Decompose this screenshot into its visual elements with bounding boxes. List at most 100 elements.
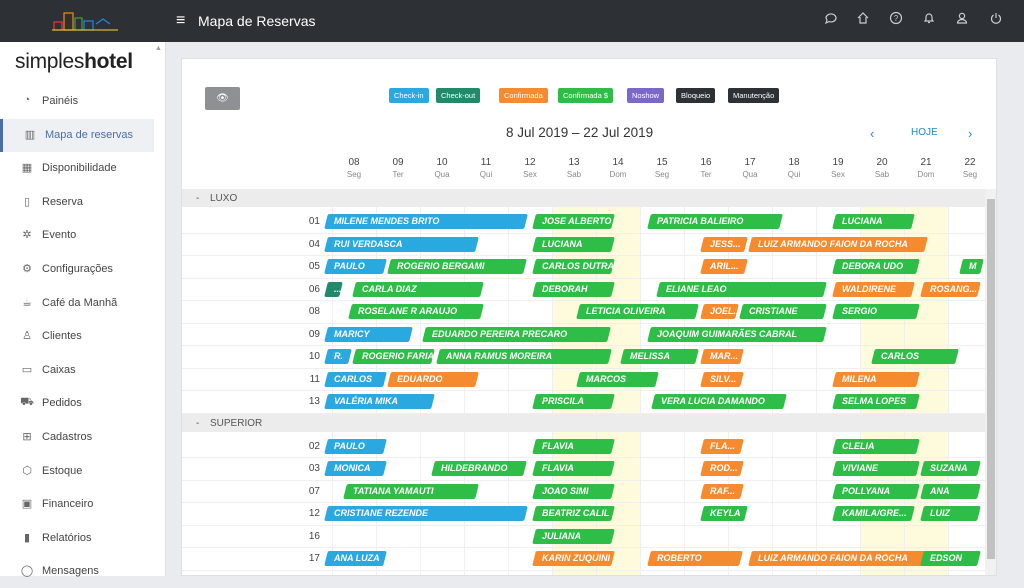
booking-bar[interactable]: ANNA RAMUS MOREIRA: [435, 349, 612, 364]
booking-bar[interactable]: PAULO: [324, 259, 387, 274]
booking-bar[interactable]: ROSELANE R ARAUJO: [347, 304, 484, 319]
grid-scrollbar[interactable]: [985, 189, 996, 575]
legend-item[interactable]: Manutenção: [728, 88, 780, 103]
legend-item[interactable]: Confirmada: [499, 88, 548, 103]
booking-bar[interactable]: SUZANA: [919, 461, 981, 476]
booking-bar[interactable]: HILDEBRANDO: [431, 461, 528, 476]
booking-bar[interactable]: CARLA DIAZ: [352, 281, 484, 297]
sidebar-item-disponibilidade[interactable]: ▦ Disponibilidade: [0, 152, 154, 185]
sidebar-item-pain-is[interactable]: ◔ Painéis: [0, 85, 154, 118]
booking-bar[interactable]: MARICY: [324, 326, 414, 342]
booking-bar[interactable]: ...: [324, 281, 343, 297]
booking-bar[interactable]: MELISSA: [620, 349, 700, 364]
booking-bar[interactable]: LUCIANA: [532, 236, 616, 252]
today-button[interactable]: HOJE: [911, 127, 938, 138]
booking-bar[interactable]: EDSON: [919, 551, 981, 566]
booking-bar[interactable]: TATIANA YAMAUTI: [343, 483, 480, 499]
sidebar-scroll-up-icon[interactable]: ▲: [155, 45, 162, 52]
toggle-view-button[interactable]: 👁: [205, 87, 240, 110]
booking-bar[interactable]: JESS...: [699, 236, 748, 252]
booking-bar[interactable]: FLAVIA: [532, 461, 616, 476]
booking-bar[interactable]: CRISTIANE REZENDE: [324, 506, 528, 521]
brand-logo[interactable]: simpleshotel: [15, 50, 133, 74]
booking-bar[interactable]: FLA...: [699, 438, 744, 454]
booking-bar[interactable]: VALÉRIA MIKA: [324, 394, 436, 409]
booking-bar[interactable]: ANA LUZA: [324, 551, 387, 566]
booking-bar[interactable]: SERGIO: [831, 304, 920, 319]
sidebar-item-evento[interactable]: ✲ Evento: [0, 219, 154, 252]
logo-icon[interactable]: [52, 10, 122, 32]
booking-bar[interactable]: MONICA: [324, 461, 387, 476]
sidebar-item-mensagens[interactable]: ◯ Mensagens: [0, 555, 154, 588]
booking-bar[interactable]: CRISTIANE: [739, 304, 827, 319]
booking-bar[interactable]: LUIZ ARMANDO FAION DA ROCHA: [748, 236, 928, 252]
prev-period-button[interactable]: ‹: [870, 126, 875, 141]
booking-bar[interactable]: PATRICIA BALIEIRO: [646, 214, 783, 229]
booking-bar[interactable]: CARLOS: [871, 349, 959, 364]
booking-bar[interactable]: RUI VERDASCA: [324, 236, 480, 252]
sidebar-item-relat-rios[interactable]: ▮ Relatórios: [0, 522, 154, 555]
booking-bar[interactable]: ANA: [919, 483, 981, 499]
booking-bar[interactable]: LUIZ ARMANDO FAION DA ROCHA: [748, 551, 928, 566]
booking-bar[interactable]: CLELIA: [831, 438, 920, 454]
sidebar-item-clientes[interactable]: ♙ Clientes: [0, 320, 154, 353]
help-icon[interactable]: ?: [887, 11, 905, 29]
booking-bar[interactable]: MAR...: [699, 349, 744, 364]
booking-bar[interactable]: ROGERIO FARIA: [352, 349, 436, 364]
booking-bar[interactable]: M: [959, 259, 984, 274]
booking-bar[interactable]: KARIN ZUQUINI: [532, 551, 616, 566]
booking-bar[interactable]: ROSANG...: [919, 281, 981, 297]
user-icon[interactable]: [953, 11, 971, 29]
booking-bar[interactable]: VIVIANE: [831, 461, 920, 476]
booking-bar[interactable]: MILENA: [831, 371, 920, 387]
booking-bar[interactable]: CARLOS: [324, 371, 387, 387]
sidebar-item-estoque[interactable]: ⬡ Estoque: [0, 455, 154, 488]
sidebar-item-configura-es[interactable]: ⚙ Configurações: [0, 253, 154, 286]
scrollbar-thumb[interactable]: [987, 199, 995, 559]
legend-item[interactable]: Noshow: [627, 88, 665, 103]
room-group-header[interactable]: - SUPERIOR: [182, 413, 986, 432]
booking-bar[interactable]: CARLOS DUTRA: [532, 259, 616, 274]
booking-bar[interactable]: KEYLA: [699, 506, 748, 521]
collapse-icon[interactable]: -: [196, 193, 200, 204]
booking-bar[interactable]: LUIZ: [919, 506, 981, 521]
booking-bar[interactable]: SELMA LOPES: [831, 394, 920, 409]
chat-icon[interactable]: [822, 11, 840, 29]
booking-bar[interactable]: PRISCILA: [532, 394, 616, 409]
menu-toggle-button[interactable]: ≡: [176, 12, 186, 29]
sidebar-item-caixas[interactable]: ▭ Caixas: [0, 354, 154, 387]
booking-bar[interactable]: LETICIA OLIVEIRA: [576, 304, 700, 319]
booking-bar[interactable]: JOAQUIM GUIMARÃES CABRAL: [646, 326, 827, 342]
legend-item[interactable]: Confirmada $: [558, 88, 614, 103]
booking-bar[interactable]: JOEL...: [699, 304, 739, 319]
booking-bar[interactable]: EDUARDO PEREIRA PRECARO: [422, 326, 612, 342]
legend-item[interactable]: Check-in: [389, 88, 429, 103]
booking-bar[interactable]: KAMILA/GRE...: [831, 506, 915, 521]
booking-bar[interactable]: ROBERTO: [646, 551, 744, 566]
sidebar-item-financeiro[interactable]: ▣ Financeiro: [0, 488, 154, 521]
booking-bar[interactable]: VERA LUCIA DAMANDO: [651, 394, 788, 409]
sidebar-item-caf-da-manh-[interactable]: ☕ Café da Manhã: [0, 287, 154, 320]
booking-bar[interactable]: SILV...: [699, 371, 744, 387]
booking-bar[interactable]: MARCOS: [576, 371, 660, 387]
next-period-button[interactable]: ›: [968, 126, 973, 141]
booking-bar[interactable]: BEATRIZ CALIL: [532, 506, 616, 521]
collapse-icon[interactable]: -: [196, 417, 200, 429]
booking-bar[interactable]: ELIANE LEAO: [655, 281, 827, 297]
booking-bar[interactable]: JOAO SIMI: [532, 483, 616, 499]
legend-item[interactable]: Check-out: [436, 88, 481, 103]
legend-item[interactable]: Bloqueio: [676, 88, 716, 103]
power-icon[interactable]: [987, 11, 1005, 29]
booking-bar[interactable]: WALDIRENE: [831, 281, 915, 297]
booking-bar[interactable]: RAF...: [699, 483, 744, 499]
booking-bar[interactable]: R.: [324, 349, 352, 364]
booking-bar[interactable]: DEBORA UDO: [831, 259, 920, 274]
sidebar-item-reserva[interactable]: ▯ Reserva: [0, 186, 154, 219]
bell-icon[interactable]: [920, 11, 938, 29]
booking-bar[interactable]: ROD...: [699, 461, 744, 476]
booking-bar[interactable]: FLAVIA: [532, 438, 616, 454]
booking-bar[interactable]: ARIL...: [699, 259, 748, 274]
sidebar-item-mapa-de-reservas[interactable]: ▥ Mapa de reservas: [0, 118, 154, 152]
sidebar-item-cadastros[interactable]: ⊞ Cadastros: [0, 421, 154, 454]
sidebar-item-pedidos[interactable]: ⛟ Pedidos: [0, 387, 154, 420]
